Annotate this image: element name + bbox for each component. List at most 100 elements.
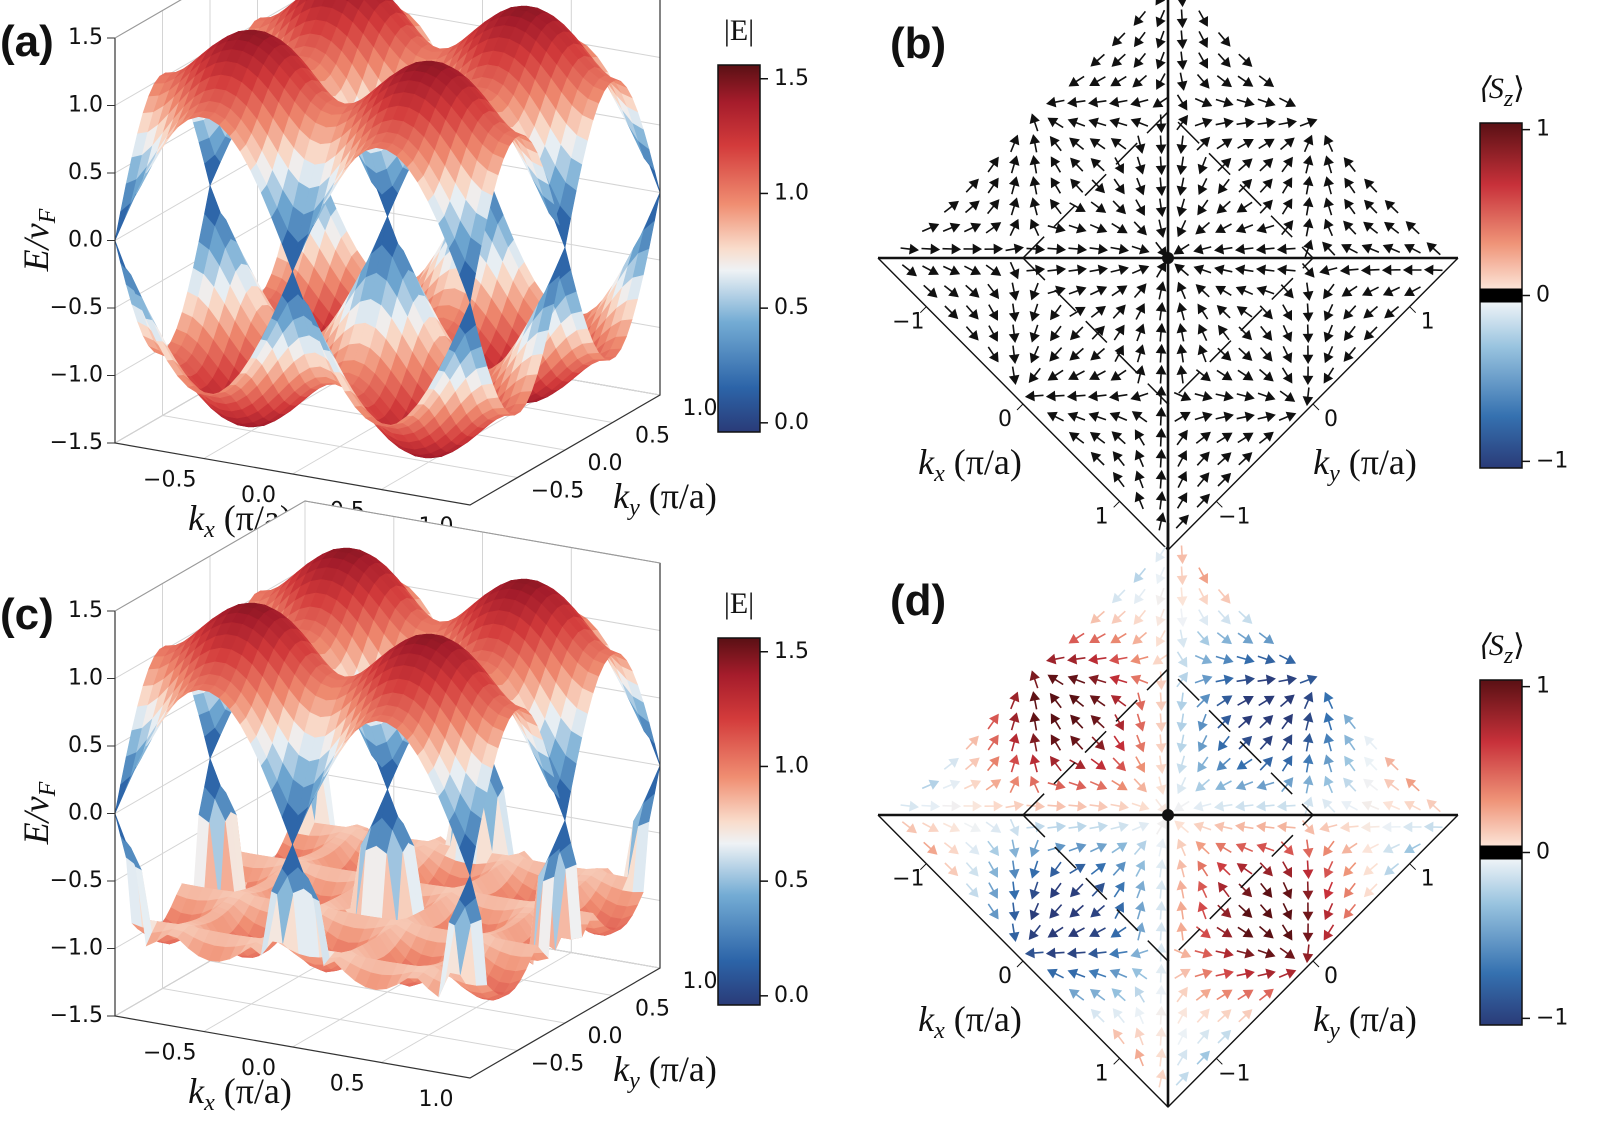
label-text: |E|: [724, 14, 754, 47]
arrow: [1089, 370, 1106, 381]
arrow: [1177, 450, 1188, 467]
arrow: [1134, 365, 1146, 384]
arrow: [1135, 323, 1146, 342]
arrow: [1135, 199, 1146, 216]
arrow: [1257, 411, 1276, 423]
arrow: [1323, 218, 1334, 237]
arrow: [1111, 431, 1126, 445]
arrow: [987, 346, 999, 363]
label-symbol: k: [613, 476, 630, 516]
arrow: [1176, 219, 1187, 238]
arrow: [1195, 369, 1211, 382]
arrow: [1110, 264, 1129, 276]
arrow: [1090, 53, 1105, 67]
arrow: [1177, 0, 1187, 8]
arrow: [1236, 201, 1253, 213]
arrow: [1155, 322, 1167, 342]
arrow: [1176, 156, 1188, 175]
arrow: [1068, 370, 1085, 381]
label-symbol: k: [1313, 442, 1330, 482]
arrow: [1302, 282, 1314, 301]
arrow: [1029, 155, 1041, 174]
arrow: [1067, 411, 1086, 422]
colorbar-zero-band: [1480, 288, 1522, 303]
arrow: [1198, 31, 1209, 49]
z-tick-label: 0.0: [68, 801, 103, 826]
arrow: [1217, 347, 1232, 361]
arrow: [1176, 198, 1188, 217]
arrow: [1256, 223, 1275, 234]
arrow: [1196, 451, 1210, 466]
arrow: [1135, 344, 1146, 363]
colorbar-tick-label: 0.0: [774, 410, 809, 435]
y-tick: [1409, 306, 1417, 314]
arrow: [923, 284, 938, 298]
surface-patch: [459, 301, 476, 335]
arrow: [1176, 281, 1187, 300]
arrow: [1009, 261, 1020, 280]
arrow: [1050, 177, 1062, 194]
arrow: [1130, 96, 1149, 108]
arrow: [1068, 285, 1087, 296]
arrow: [1155, 343, 1167, 363]
arrow: [1257, 97, 1276, 108]
arrow: [1193, 243, 1212, 255]
arrow: [1155, 241, 1168, 257]
arrow: [1155, 406, 1167, 426]
arrow: [1089, 285, 1108, 296]
arrow: [1029, 303, 1040, 322]
arrow: [1281, 177, 1293, 194]
arrow: [1070, 157, 1084, 172]
arrow: [1319, 264, 1338, 276]
arrow: [1255, 243, 1275, 255]
arrow: [1282, 324, 1293, 343]
arrow: [1238, 178, 1253, 193]
arrow: [1280, 284, 1294, 299]
arrow: [1130, 391, 1149, 402]
arrow: [1216, 304, 1231, 319]
arrow: [1215, 97, 1234, 108]
arrow: [1047, 243, 1067, 255]
arrow: [1256, 285, 1275, 296]
arrow: [1029, 282, 1040, 301]
arrow: [1302, 155, 1314, 174]
arrow: [1382, 286, 1401, 297]
arrow: [1110, 243, 1129, 255]
arrow: [1236, 97, 1255, 108]
arrow: [988, 304, 998, 321]
arrow: [1258, 431, 1274, 444]
arrow: [1259, 178, 1273, 193]
arrow: [1090, 158, 1105, 172]
y-tick-label: −0.5: [531, 479, 584, 504]
label-sub: x: [933, 461, 945, 487]
y-tick-label: 1.0: [683, 396, 718, 421]
arrow: [1258, 75, 1275, 88]
arrow: [1029, 113, 1040, 132]
colorbar-tick-label: 1: [1536, 117, 1550, 142]
y-tick-label: 1: [1421, 310, 1435, 335]
arrow: [1090, 451, 1105, 466]
arrow: [1195, 221, 1211, 235]
arrow: [1276, 264, 1296, 276]
arrow: [1132, 74, 1148, 88]
arrow: [1155, 73, 1166, 90]
arrow: [1134, 135, 1146, 154]
z-tick-label: −0.5: [50, 868, 103, 893]
arrow: [1238, 326, 1253, 341]
arrow: [1088, 96, 1107, 108]
arrow: [1343, 220, 1357, 235]
arrow: [1110, 369, 1127, 381]
arrow: [965, 305, 979, 320]
arrow: [1008, 303, 1020, 322]
arrow: [1069, 306, 1086, 317]
arrow: [1238, 158, 1253, 172]
arrow: [1089, 138, 1106, 150]
arrow: [1197, 156, 1208, 175]
arrow: [1110, 138, 1127, 150]
arrow: [1133, 283, 1147, 299]
arrow: [1155, 281, 1167, 300]
arrow: [1237, 139, 1254, 149]
arrow: [1069, 202, 1086, 213]
arrow: [1235, 264, 1254, 276]
arrow: [1236, 306, 1253, 318]
